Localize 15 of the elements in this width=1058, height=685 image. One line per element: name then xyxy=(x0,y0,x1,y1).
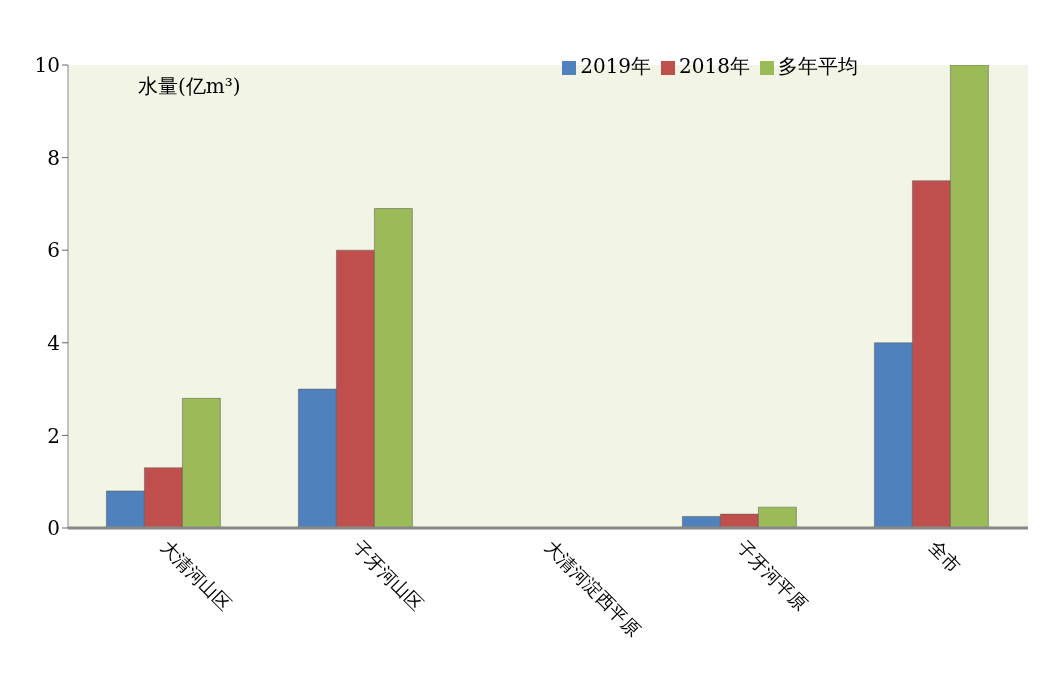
x-tick-label: 大清河山区 xyxy=(156,536,236,615)
x-tick-label: 全市 xyxy=(924,536,966,577)
y-tick-label: 8 xyxy=(47,145,60,170)
y-tick-label: 0 xyxy=(47,516,60,541)
y-tick-label: 2 xyxy=(47,423,60,448)
y-tick-label: 4 xyxy=(47,330,60,355)
y-tick-label: 6 xyxy=(47,238,60,263)
y-tick-label: 10 xyxy=(34,53,60,78)
legend-label: 2019年 xyxy=(580,54,652,78)
legend-label: 多年平均 xyxy=(778,54,858,78)
y-axis-title: 水量(亿m³) xyxy=(138,74,241,98)
legend-label: 2018年 xyxy=(679,54,750,78)
x-tick-label: 子牙河平原 xyxy=(732,536,812,615)
x-tick-label: 大清河淀西平原 xyxy=(540,536,645,641)
x-tick-label: 子牙河山区 xyxy=(348,536,428,615)
